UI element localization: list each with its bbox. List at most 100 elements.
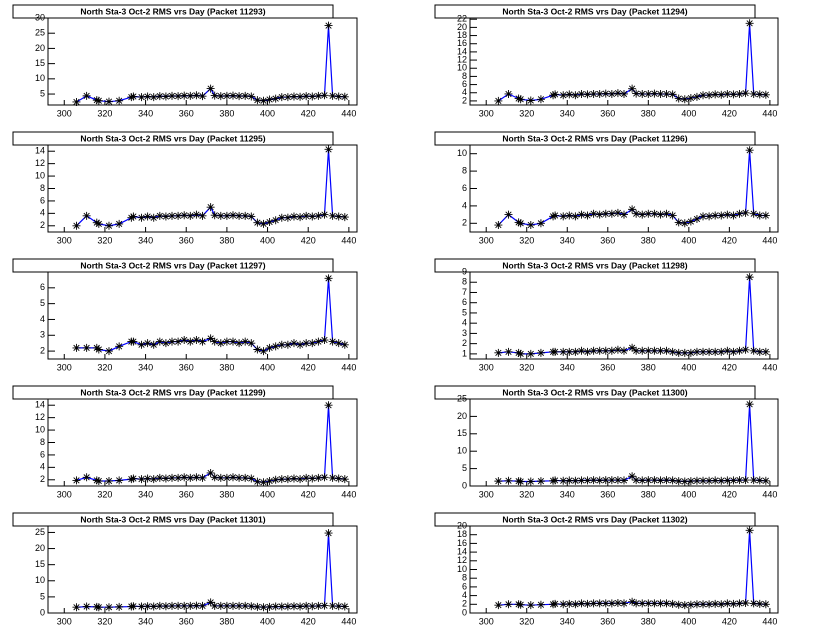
star-marker — [632, 209, 641, 218]
star-marker — [628, 343, 637, 352]
star-marker — [314, 473, 323, 482]
y-tick-label: 18 — [457, 30, 467, 40]
star-marker — [180, 601, 189, 610]
star-marker — [265, 343, 274, 352]
star-marker — [192, 210, 201, 219]
star-marker — [324, 401, 333, 410]
star-marker — [705, 347, 714, 356]
star-marker — [228, 211, 237, 220]
series-line — [497, 150, 766, 226]
y-tick-label: 7 — [462, 287, 467, 297]
y-tick-label: 3 — [40, 330, 45, 340]
star-marker — [551, 476, 560, 485]
star-marker — [235, 92, 244, 101]
star-marker — [723, 346, 732, 355]
star-marker — [686, 348, 695, 357]
star-marker — [686, 94, 695, 103]
x-tick-label: 360 — [179, 235, 194, 245]
star-marker — [583, 347, 592, 356]
star-marker — [551, 599, 560, 608]
star-marker — [271, 602, 280, 611]
x-tick-label: 400 — [260, 235, 275, 245]
star-marker — [174, 601, 183, 610]
star-marker — [241, 337, 250, 346]
star-marker — [686, 477, 695, 486]
y-tick-label: 10 — [457, 148, 467, 158]
x-tick-label: 300 — [479, 489, 494, 499]
y-tick-label: 8 — [462, 71, 467, 81]
star-marker — [559, 212, 568, 221]
y-tick-label: 8 — [462, 277, 467, 287]
y-tick-label: 2 — [462, 95, 467, 105]
x-tick-label: 320 — [97, 108, 112, 118]
star-marker — [571, 347, 580, 356]
star-marker — [222, 473, 231, 482]
star-marker — [334, 339, 343, 348]
star-marker — [302, 339, 311, 348]
star-marker — [711, 347, 720, 356]
panel: North Sta-3 Oct-2 RMS vrs Day (Packet 11… — [434, 131, 779, 245]
star-marker — [216, 473, 225, 482]
x-tick-label: 440 — [341, 108, 356, 118]
star-marker — [620, 476, 628, 485]
y-tick-label: 8 — [40, 183, 45, 193]
star-marker — [741, 345, 750, 354]
panel: North Sta-3 Oct-2 RMS vrs Day (Packet 11… — [434, 258, 779, 372]
y-tick-label: 2 — [462, 218, 467, 228]
star-marker — [253, 218, 262, 227]
star-marker — [717, 476, 726, 485]
star-marker — [723, 210, 732, 219]
star-marker — [289, 339, 298, 348]
star-marker — [729, 476, 738, 485]
star-marker — [241, 91, 250, 100]
y-tick-label: 6 — [462, 297, 467, 307]
star-marker — [607, 89, 616, 98]
x-tick-label: 380 — [219, 616, 234, 626]
star-marker — [241, 473, 250, 482]
star-marker — [328, 473, 337, 482]
star-marker — [210, 337, 219, 346]
y-tick-label: 15 — [457, 428, 467, 438]
star-marker — [571, 212, 580, 221]
y-tick-label: 12 — [457, 54, 467, 64]
y-tick-label: 1 — [462, 348, 467, 358]
x-tick-label: 320 — [519, 489, 534, 499]
star-marker — [308, 339, 317, 348]
y-tick-label: 5 — [40, 88, 45, 98]
chart-title: North Sta-3 Oct-2 RMS vrs Day (Packet 11… — [80, 260, 265, 270]
star-marker — [222, 211, 231, 220]
x-tick-label: 380 — [219, 362, 234, 372]
star-marker — [186, 473, 195, 482]
y-tick-label: 0 — [462, 607, 467, 617]
y-tick-label: 12 — [457, 555, 467, 565]
plot-frame — [469, 398, 779, 487]
star-marker — [632, 599, 641, 608]
star-marker — [717, 347, 726, 356]
star-marker — [186, 337, 195, 346]
star-marker — [644, 476, 653, 485]
star-marker — [650, 476, 659, 485]
star-marker — [583, 90, 592, 99]
star-marker — [755, 476, 764, 485]
star-marker — [638, 599, 647, 608]
x-tick-label: 340 — [138, 108, 153, 118]
y-tick-label: 10 — [35, 575, 45, 585]
star-marker — [228, 91, 237, 100]
x-tick-label: 440 — [341, 616, 356, 626]
y-tick-label: 10 — [457, 63, 467, 73]
star-marker — [735, 209, 744, 218]
star-marker — [638, 346, 647, 355]
star-marker — [662, 89, 671, 98]
star-marker — [174, 337, 183, 346]
star-marker — [628, 597, 637, 606]
y-tick-label: 22 — [457, 14, 467, 24]
x-tick-label: 420 — [722, 616, 737, 626]
star-marker — [82, 91, 91, 100]
star-marker — [222, 337, 231, 346]
star-marker — [565, 476, 574, 485]
y-tick-label: 6 — [40, 449, 45, 459]
plot-frame — [47, 525, 358, 614]
plot-frame — [47, 271, 358, 360]
star-marker — [82, 602, 91, 611]
star-marker — [514, 218, 523, 227]
